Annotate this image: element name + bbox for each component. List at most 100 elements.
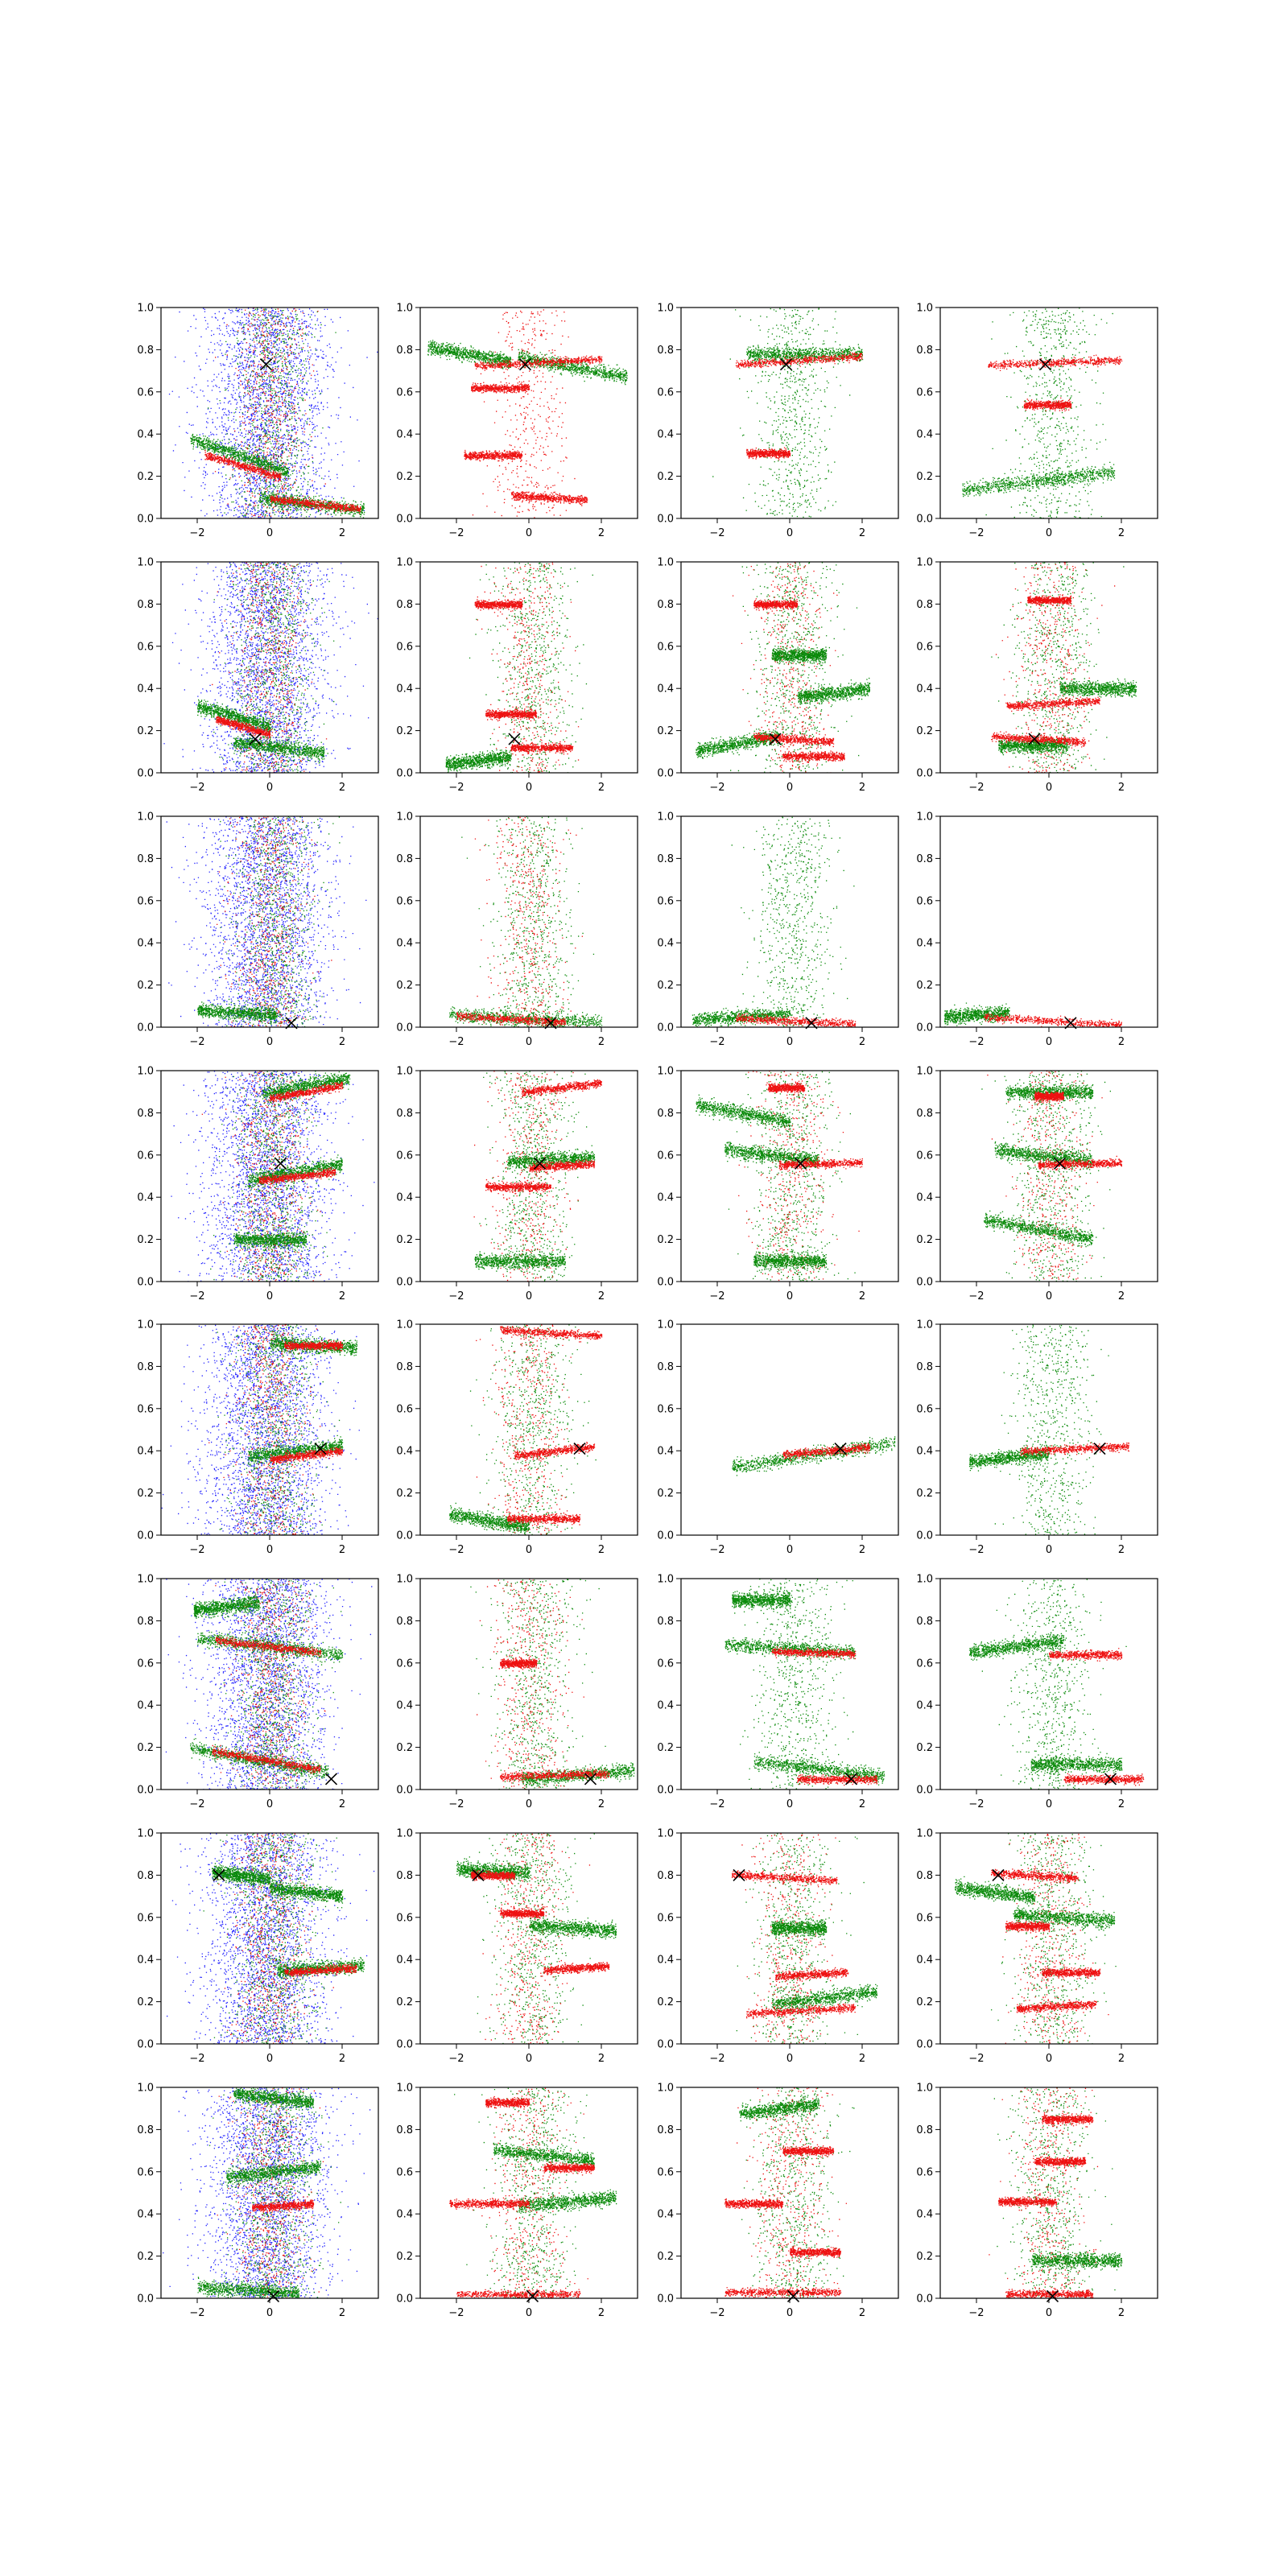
point-cloud	[171, 1069, 379, 1283]
y-tick-label: 0.0	[137, 768, 154, 780]
green-haze-points-marks	[454, 2088, 588, 2300]
green-band-points-marks	[984, 1211, 1093, 1248]
scatter-panel-r6-c1: −2 0 20.00.20.40.60.81.0	[137, 1574, 378, 1811]
axes-frame	[681, 1324, 898, 1535]
y-tick-label: 0.2	[916, 1234, 933, 1246]
y-tick-label: 0.4	[916, 1955, 933, 1967]
red-band-points	[790, 2247, 841, 2260]
x-tick-label: −2	[709, 2053, 724, 2065]
y-tick-label: 0.4	[916, 1446, 933, 1458]
y-tick-label: 1.0	[916, 557, 933, 569]
scatter-panel-r2-c1: −2 0 20.00.20.40.60.81.0	[137, 557, 378, 795]
x-tick-label: 2	[339, 2307, 345, 2319]
green-haze-points-marks	[479, 1071, 587, 1283]
x-tick-label: 2	[859, 1544, 865, 1556]
red-band-points-marks	[500, 1656, 537, 1670]
y-tick-label: 0.4	[657, 1192, 674, 1204]
y-tick-label: 0.8	[657, 853, 674, 865]
y-tick-label: 0.8	[916, 1361, 933, 1373]
red-band-points	[252, 2199, 314, 2212]
axes-frame	[161, 1833, 378, 2044]
y-tick-label: 0.4	[137, 1700, 154, 1712]
y-tick-label: 0.2	[137, 1234, 154, 1246]
y-tick-label: 0.8	[137, 853, 154, 865]
green-haze-points-marks	[219, 816, 341, 1027]
point-cloud	[446, 562, 593, 774]
y-tick-label: 0.0	[137, 2039, 154, 2051]
x-tick-label: 2	[339, 782, 345, 794]
x-tick-label: −2	[709, 1290, 724, 1302]
green-haze-points-marks	[732, 816, 855, 1028]
red-band-points-marks	[500, 1326, 602, 1343]
y-tick-label: 0.2	[657, 471, 674, 483]
green-band-points	[456, 1856, 530, 1882]
red-haze-points	[217, 816, 332, 1027]
y-tick-label: 0.4	[137, 938, 154, 950]
y-tick-label: 0.2	[916, 980, 933, 992]
blue-point-series-marks	[162, 1324, 360, 1536]
y-tick-label: 0.8	[916, 1870, 933, 1882]
red-haze-points	[480, 1833, 591, 2045]
y-tick-label: 0.6	[657, 386, 674, 398]
y-tick-label: 0.2	[396, 1488, 413, 1500]
y-tick-label: 0.6	[396, 641, 413, 653]
y-tick-label: 0.8	[396, 1616, 413, 1628]
point-cloud	[732, 1436, 895, 1476]
x-tick-label: 0	[786, 2053, 793, 2065]
green-haze-points-marks	[208, 308, 336, 519]
y-tick-label: 1.0	[916, 1574, 933, 1586]
y-tick-label: 0.2	[396, 471, 413, 483]
y-tick-label: 0.8	[396, 345, 413, 357]
y-tick-label: 0.2	[657, 1234, 674, 1246]
y-tick-label: 0.8	[657, 1616, 674, 1628]
point-cloud	[991, 562, 1137, 774]
green-haze-points-marks	[991, 1833, 1117, 2045]
red-band-points-marks	[724, 2197, 783, 2210]
axes-frame	[940, 816, 1158, 1027]
x-tick-label: 0	[786, 1798, 793, 1810]
green-band-points	[696, 1095, 791, 1130]
x-tick-label: 0	[1046, 1544, 1052, 1556]
x-tick-label: 2	[339, 1544, 345, 1556]
red-haze-points-marks	[474, 1071, 579, 1282]
y-tick-label: 0.6	[916, 895, 933, 907]
green-band-points	[197, 1001, 278, 1025]
y-tick-label: 0.4	[657, 683, 674, 696]
red-haze-points-marks	[475, 817, 583, 1028]
green-haze-points	[208, 308, 336, 519]
y-tick-label: 0.4	[657, 1700, 674, 1712]
scatter-panel-r3-c1: −2 0 20.00.20.40.60.81.0	[137, 811, 378, 1049]
red-band-points-marks	[724, 2287, 841, 2299]
y-tick-label: 0.4	[396, 1955, 413, 1967]
y-tick-label: 0.2	[657, 1488, 674, 1500]
red-band-points	[543, 1962, 609, 1975]
scatter-panel-r7-c1: −2 0 20.00.20.40.60.81.0	[137, 1828, 378, 2066]
red-band-points	[485, 2096, 530, 2108]
y-tick-label: 1.0	[396, 1828, 413, 1840]
y-tick-label: 0.2	[396, 2251, 413, 2263]
green-band-points	[696, 727, 779, 759]
x-tick-label: 2	[339, 527, 345, 539]
green-band-points	[1060, 678, 1137, 699]
y-tick-label: 0.6	[396, 1657, 413, 1670]
green-band-points-marks	[696, 727, 779, 759]
point-cloud	[725, 1579, 886, 1790]
green-band-points-marks	[1031, 2250, 1123, 2272]
y-tick-label: 0.8	[137, 2124, 154, 2136]
x-tick-label: 0	[266, 2307, 273, 2319]
red-band-points	[1042, 2113, 1093, 2125]
point-cloud	[724, 2087, 854, 2299]
point-cloud	[696, 562, 870, 774]
green-band-points-marks	[995, 1141, 1093, 1170]
point-cloud	[166, 1579, 373, 1790]
green-band-points-marks	[1031, 1753, 1123, 1777]
y-tick-label: 0.2	[396, 725, 413, 737]
y-tick-label: 1.0	[137, 2083, 154, 2095]
red-band-points	[988, 355, 1122, 371]
y-tick-label: 0.2	[137, 980, 154, 992]
y-tick-label: 1.0	[137, 1828, 154, 1840]
red-band-points-marks	[1017, 2000, 1097, 2014]
y-tick-label: 0.2	[657, 980, 674, 992]
y-tick-label: 0.4	[916, 2209, 933, 2221]
y-tick-label: 1.0	[396, 557, 413, 569]
